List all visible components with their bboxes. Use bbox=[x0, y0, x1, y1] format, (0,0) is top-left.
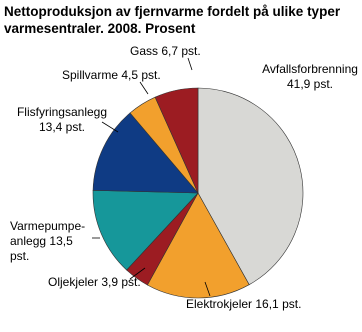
pie-slice bbox=[197, 87, 304, 286]
pie-slice bbox=[154, 87, 199, 194]
chart-title: Nettoproduksjon av fjernvarme fordelt på… bbox=[4, 4, 341, 36]
pie-slice bbox=[147, 192, 250, 299]
category-label: Spillvarme bbox=[62, 68, 119, 82]
value-label: 13,5 pst. bbox=[10, 234, 73, 263]
slice-label: Avfallsforbrenning 41,9 pst. bbox=[258, 62, 362, 92]
slice-label: Elektrokjeler 16,1 pst. bbox=[186, 297, 356, 312]
category-label: Varmepumpe-anlegg bbox=[10, 219, 86, 248]
category-label: Flisfyringsanlegg bbox=[16, 105, 108, 119]
slice-label: Spillvarme 4,5 pst. bbox=[62, 68, 182, 83]
value-label: 6,7 pst. bbox=[161, 44, 201, 58]
leader-line bbox=[101, 121, 119, 133]
slice-label: Gass 6,7 pst. bbox=[130, 44, 250, 59]
category-label: Oljekjeler bbox=[48, 275, 99, 289]
category-label: Gass bbox=[130, 44, 159, 58]
value-label: 3,9 pst. bbox=[101, 275, 141, 289]
category-label: Elektrokjeler bbox=[186, 297, 253, 311]
leader-line bbox=[187, 57, 193, 71]
pie-slice bbox=[92, 190, 199, 271]
value-label: 16,1 pst. bbox=[255, 297, 302, 311]
value-label: 4,5 pst. bbox=[121, 68, 161, 82]
slice-label: Varmepumpe-anlegg 13,5 pst. bbox=[10, 219, 92, 264]
value-label: 41,9 pst. bbox=[286, 77, 334, 91]
leader-line bbox=[129, 267, 146, 280]
value-label: 13,4 pst. bbox=[38, 120, 86, 134]
pie-slice bbox=[92, 112, 199, 194]
category-label: Avfallsforbrenning bbox=[262, 62, 358, 76]
slice-label: Flisfyringsanlegg 13,4 pst. bbox=[12, 105, 112, 135]
slice-label: Oljekjeler 3,9 pst. bbox=[48, 275, 188, 290]
leader-line bbox=[204, 281, 211, 297]
leader-line bbox=[139, 81, 149, 95]
